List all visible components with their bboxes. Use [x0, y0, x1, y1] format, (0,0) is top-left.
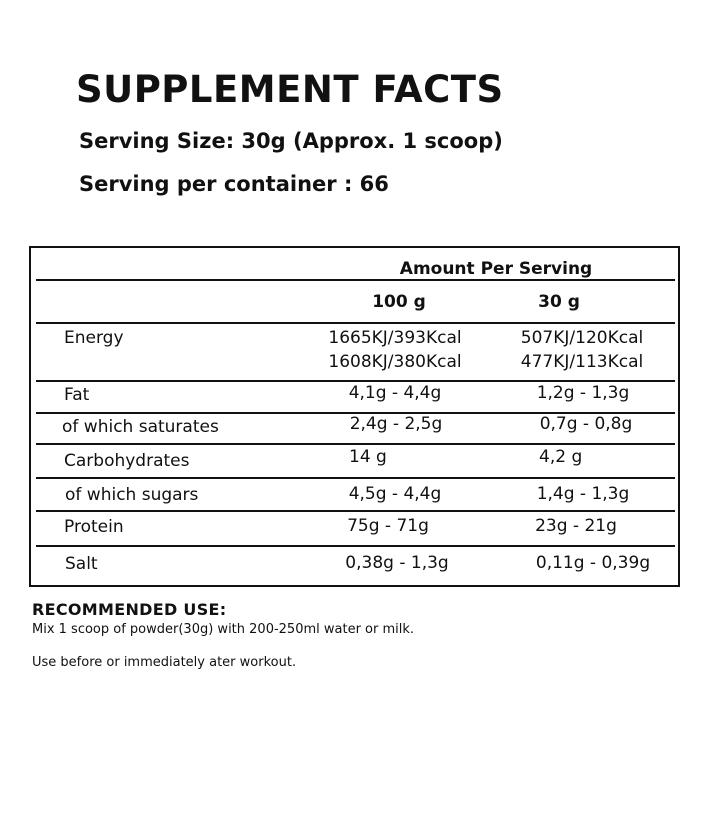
servings-per-container: Serving per container : 66 — [79, 172, 389, 196]
table-divider — [36, 545, 675, 547]
row-label-salt: Salt — [65, 554, 98, 574]
row-label-sugars: of which sugars — [65, 485, 199, 505]
energy-30g: 507KJ/120Kcal 477KJ/113Kcal — [521, 326, 643, 374]
row-label-protein: Protein — [64, 517, 124, 537]
recommended-use-line-1: Mix 1 scoop of powder(30g) with 200-250m… — [32, 622, 415, 637]
table-divider — [36, 412, 675, 414]
fat-30g: 1,2g - 1,3g — [536, 383, 630, 403]
sugars-100g: 4,5g - 4,4g — [348, 484, 442, 504]
page-title: SUPPLEMENT FACTS — [76, 68, 504, 111]
table-divider — [36, 279, 675, 281]
energy-100g-kj-2: 1608KJ/380Kcal — [328, 352, 462, 372]
saturates-100g: 2,4g - 2,5g — [349, 414, 443, 434]
table-divider — [36, 443, 675, 445]
protein-100g: 75g - 71g — [347, 516, 429, 536]
carbohydrates-100g: 14 g — [349, 447, 387, 467]
energy-100g: 1665KJ/393Kcal 1608KJ/380Kcal — [328, 326, 461, 374]
row-label-fat: Fat — [64, 385, 90, 405]
table-divider — [36, 477, 675, 479]
table-divider — [36, 510, 675, 512]
fat-100g: 4,1g - 4,4g — [348, 383, 442, 403]
column-header-30g: 30 g — [538, 292, 580, 312]
saturates-30g: 0,7g - 0,8g — [539, 414, 633, 434]
nutrition-table: Amount Per Serving 100 g 30 g Energy 166… — [29, 246, 680, 587]
energy-100g-kj-1: 1665KJ/393Kcal — [328, 328, 462, 348]
column-header-100g: 100 g — [372, 292, 426, 312]
table-divider — [36, 322, 675, 324]
salt-100g: 0,38g - 1,3g — [345, 553, 449, 573]
serving-size: Serving Size: 30g (Approx. 1 scoop) — [79, 129, 503, 153]
protein-30g: 23g - 21g — [535, 516, 617, 536]
row-label-energy: Energy — [64, 328, 124, 348]
table-divider — [36, 380, 675, 382]
salt-30g: 0,11g - 0,39g — [535, 553, 651, 573]
energy-30g-kj-1: 507KJ/120Kcal — [520, 328, 644, 348]
sugars-30g: 1,4g - 1,3g — [536, 484, 630, 504]
amount-per-serving-header: Amount Per Serving — [399, 259, 593, 279]
row-label-carbohydrates: Carbohydrates — [64, 451, 190, 471]
recommended-use-line-2: Use before or immediately ater workout. — [32, 655, 297, 670]
energy-30g-kj-2: 477KJ/113Kcal — [520, 352, 644, 372]
recommended-use-heading: RECOMMENDED USE: — [32, 600, 227, 619]
carbohydrates-30g: 4,2 g — [539, 447, 583, 467]
row-label-saturates: of which saturates — [62, 417, 219, 437]
